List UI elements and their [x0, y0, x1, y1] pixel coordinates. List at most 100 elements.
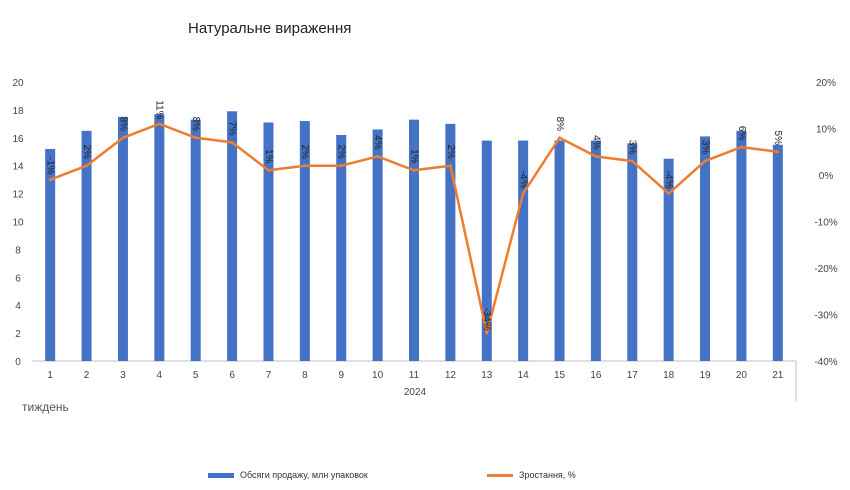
x-tick-label: 1 [47, 370, 53, 381]
y-right-tick-label: -10% [814, 218, 837, 229]
bar [336, 135, 347, 361]
bar [445, 123, 456, 361]
data-label: 3% [699, 140, 710, 155]
data-label: 8% [190, 117, 201, 132]
growth-point [739, 145, 743, 149]
growth-point [667, 192, 671, 196]
y-left-tick-label: 0 [15, 357, 21, 368]
x-tick-label: 6 [229, 370, 235, 381]
growth-point [558, 136, 562, 140]
growth-point [194, 136, 198, 140]
y-right-tick-label: -40% [814, 357, 837, 368]
growth-point [703, 159, 707, 163]
y-right-tick-label: 0% [819, 171, 834, 182]
bar [700, 136, 711, 361]
bar [481, 140, 492, 361]
legend-item-growth: Зростання, % [487, 470, 576, 480]
bar [81, 130, 92, 361]
y-right-tick-label: 20% [816, 78, 836, 89]
growth-point [303, 164, 307, 168]
x-tick-label: 11 [409, 370, 420, 381]
data-label: 2% [336, 144, 347, 159]
growth-point [121, 136, 125, 140]
data-label: 6% [736, 126, 747, 141]
bar [627, 143, 638, 361]
data-label: 11% [154, 100, 165, 119]
y-right-tick-label: 10% [816, 125, 836, 136]
bar [736, 130, 747, 361]
growth-point [776, 150, 780, 154]
x-tick-label: 10 [372, 370, 384, 381]
x-tick-label: 3 [120, 370, 126, 381]
data-label: -1% [45, 157, 56, 175]
data-label: 8% [554, 117, 565, 132]
legend-item-volume: Обсяги продажу, млн упаковок [208, 470, 368, 480]
legend-swatch-volume [208, 472, 234, 478]
x-tick-label: 8 [302, 370, 308, 381]
x-tick-label: 16 [590, 370, 602, 381]
y-left-tick-label: 16 [12, 134, 24, 145]
bar [299, 121, 310, 361]
y-left-tick-label: 20 [12, 78, 24, 89]
bar [518, 140, 529, 361]
growth-point [266, 168, 270, 172]
x-tick-label: 5 [193, 370, 199, 381]
x-tick-label: 15 [554, 370, 566, 381]
bar [190, 119, 201, 361]
bar [117, 116, 128, 361]
y-left-tick-label: 6 [15, 273, 21, 284]
data-label: 4% [372, 135, 383, 150]
x-tick-label: 4 [157, 370, 163, 381]
growth-point [594, 154, 598, 158]
bar [772, 144, 783, 361]
x-tick-label: 2 [84, 370, 90, 381]
x-group-label: 2024 [403, 387, 427, 398]
x-tick-label: 19 [699, 370, 711, 381]
growth-point [230, 140, 234, 144]
growth-point [630, 159, 634, 163]
x-tick-label: 9 [338, 370, 344, 381]
x-tick-label: 17 [627, 370, 639, 381]
data-label: 2% [299, 144, 310, 159]
data-label: 8% [117, 117, 128, 132]
growth-point [85, 164, 89, 168]
growth-point [521, 192, 525, 196]
x-tick-label: 12 [445, 370, 457, 381]
x-tick-label: 18 [663, 370, 675, 381]
data-label: 7% [226, 121, 237, 136]
y-left-tick-label: 4 [15, 301, 21, 312]
x-tick-label: 7 [266, 370, 272, 381]
data-label: 2% [445, 144, 456, 159]
x-tick-label: 14 [518, 370, 530, 381]
y-left-tick-label: 8 [15, 245, 21, 256]
bar [45, 148, 56, 361]
growth-point [157, 122, 161, 126]
data-label: -4% [663, 171, 674, 189]
growth-point [339, 164, 343, 168]
bar [263, 122, 274, 361]
growth-point [485, 331, 489, 335]
legend-label-growth: Зростання, % [519, 470, 576, 480]
y-left-tick-label: 14 [12, 162, 24, 173]
bar [554, 140, 565, 361]
growth-point [448, 164, 452, 168]
data-label: 2% [81, 144, 92, 159]
bar [409, 119, 419, 361]
y-right-tick-label: -20% [814, 264, 837, 275]
data-label: 1% [263, 149, 274, 164]
bar [154, 114, 165, 362]
bar [227, 111, 238, 361]
data-label: -4% [518, 171, 529, 189]
x-axis-title: тиждень [22, 400, 69, 414]
bar [590, 140, 601, 361]
growth-point [376, 154, 380, 158]
growth-point [412, 168, 416, 172]
x-tick-label: 20 [736, 370, 748, 381]
legend-label-volume: Обсяги продажу, млн упаковок [240, 470, 368, 480]
y-left-tick-label: 18 [12, 106, 24, 117]
y-left-tick-label: 12 [12, 190, 24, 201]
data-label: 1% [408, 149, 419, 164]
growth-point [48, 178, 52, 182]
data-label: 3% [627, 140, 638, 155]
